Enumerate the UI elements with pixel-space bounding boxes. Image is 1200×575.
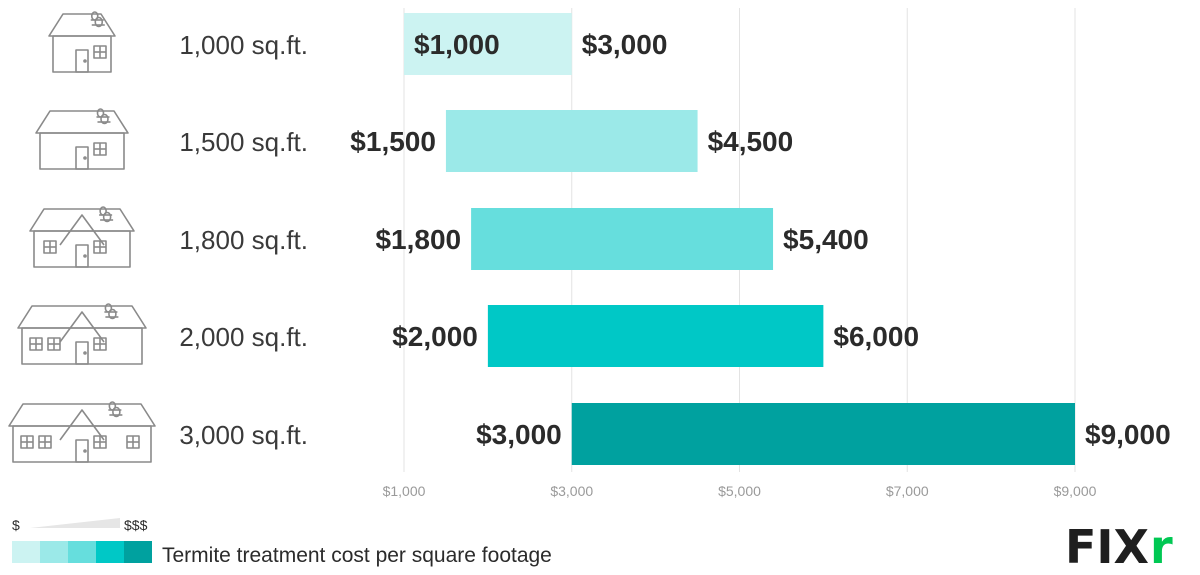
category-label: 1,800 sq.ft. [179,225,308,255]
legend-text: Termite treatment cost per square footag… [162,544,552,567]
x-tick-label: $9,000 [1054,483,1097,499]
bar [487,305,824,367]
high-value-label: $4,500 [708,126,794,157]
high-value-label: $9,000 [1085,419,1171,450]
low-value-label: $1,800 [375,224,461,255]
low-value-label: $1,000 [414,29,500,60]
brand-logo: FIX r [1065,520,1173,574]
x-tick-label: $5,000 [718,483,761,499]
x-tick-label: $7,000 [886,483,929,499]
high-value-label: $5,400 [783,224,869,255]
legend-swatches [12,541,152,563]
bar [571,403,1075,465]
brand-logo-r: r [1150,520,1173,574]
legend-swatch [40,541,68,563]
brand-logo-fix: FIX [1065,520,1149,574]
legend-swatch [12,541,40,563]
bar [471,208,774,270]
category-label: 3,000 sq.ft. [179,420,308,450]
category-label: 2,000 sq.ft. [179,322,308,352]
house-termite-icon [8,401,156,463]
house-termite-icon [48,11,116,73]
x-axis-ticks: $1,000 $3,000 $5,000 $7,000 $9,000 [383,483,1097,499]
category-label: 1,500 sq.ft. [179,127,308,157]
house-termite-icon [35,108,129,170]
bar [445,110,698,172]
legend-swatch [96,541,124,563]
legend-swatch [68,541,96,563]
high-value-label: $6,000 [833,321,919,352]
house-icons [8,11,156,463]
low-value-label: $3,000 [476,419,562,450]
category-label: 1,000 sq.ft. [179,30,308,60]
bar [404,13,572,75]
x-tick-label: $3,000 [550,483,593,499]
legend: $ $$$ Termite treatment cost per square … [12,517,552,567]
high-value-label: $3,000 [582,29,668,60]
x-tick-label: $1,000 [383,483,426,499]
legend-low-marker: $ [12,517,20,533]
low-value-label: $1,500 [350,126,436,157]
bar-group: $1,000 $3,000 1,000 sq.ft. $1,500 $4,500 1,50… [179,13,1171,465]
legend-wedge [30,518,120,528]
house-termite-icon [17,303,147,365]
legend-swatch [124,541,152,563]
low-value-label: $2,000 [392,321,478,352]
house-termite-icon [29,206,135,268]
legend-high-marker: $$$ [124,517,148,533]
